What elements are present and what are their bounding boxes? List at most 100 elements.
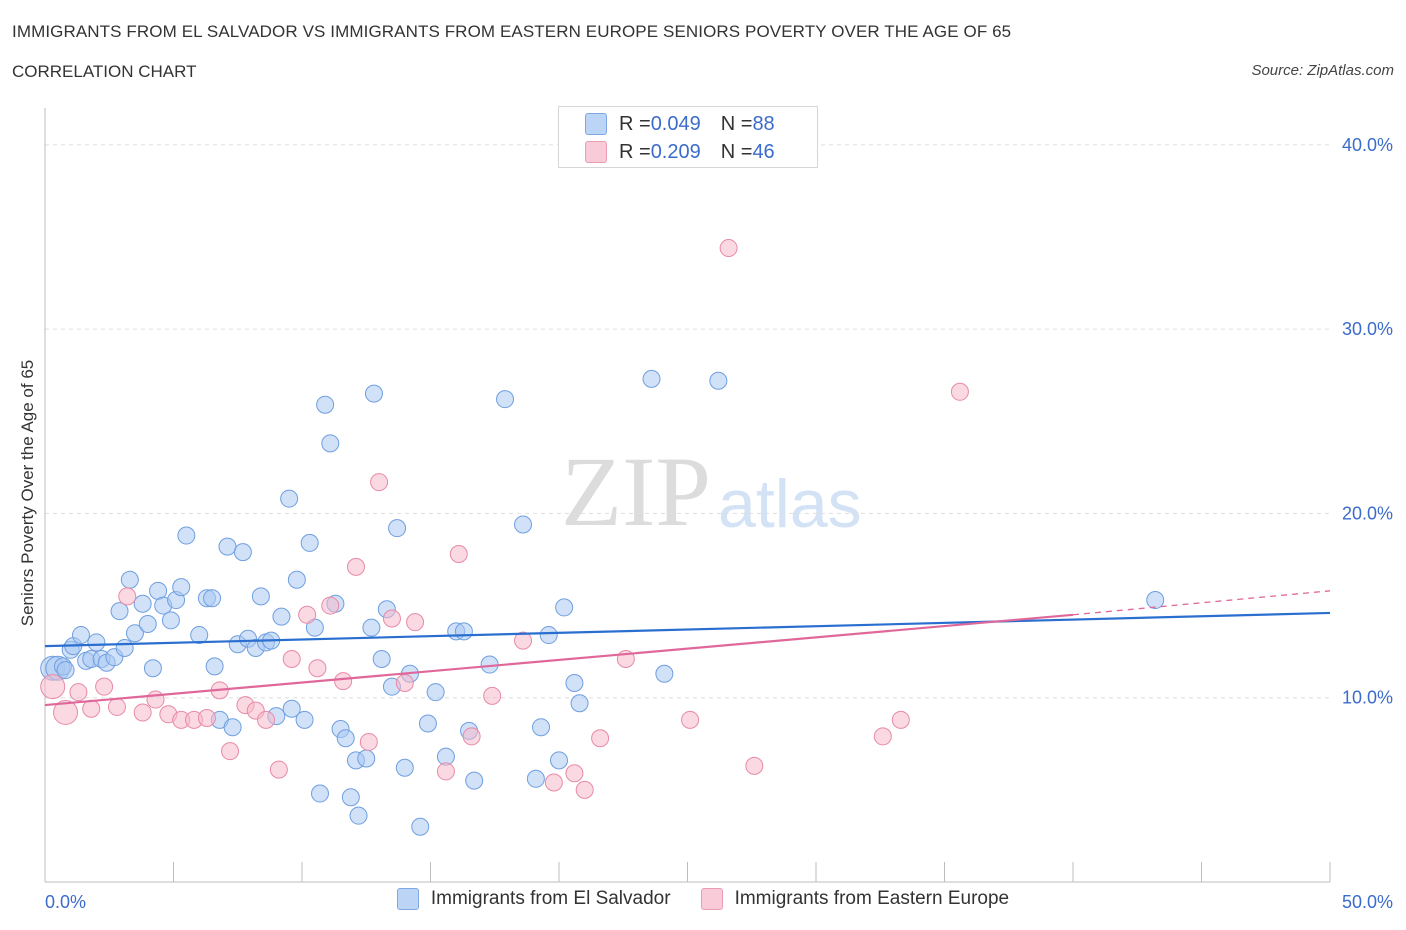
point-el-salvador <box>203 589 222 608</box>
n-label: N = <box>720 140 753 163</box>
point-el-salvador <box>251 587 270 606</box>
point-el-salvador <box>565 673 584 692</box>
point-eastern-europe <box>69 683 88 702</box>
point-eastern-europe <box>745 756 764 775</box>
point-el-salvador <box>539 626 558 645</box>
point-eastern-europe <box>544 773 563 792</box>
point-el-salvador <box>280 489 299 508</box>
n-value: 88 <box>752 112 775 135</box>
n-value: 46 <box>752 140 775 163</box>
point-el-salvador <box>426 683 445 702</box>
legend-item-eastern-europe: Immigrants from Eastern Europe <box>700 888 1010 910</box>
point-el-salvador <box>709 371 728 390</box>
point-eastern-europe <box>436 762 455 781</box>
trend-lines <box>44 590 1331 707</box>
point-eastern-europe <box>269 760 288 779</box>
point-el-salvador <box>223 718 242 737</box>
chart-subtitle: CORRELATION CHART <box>12 62 197 81</box>
point-eastern-europe <box>282 650 301 669</box>
chart-title: IMMIGRANTS FROM EL SALVADOR VS IMMIGRANT… <box>12 22 1012 41</box>
point-el-salvador <box>454 622 473 641</box>
point-eastern-europe <box>370 473 389 492</box>
point-eastern-europe <box>950 382 969 401</box>
point-eastern-europe <box>681 710 700 729</box>
point-el-salvador <box>642 369 661 388</box>
point-el-salvador <box>532 718 551 737</box>
point-eastern-europe <box>197 708 216 727</box>
point-el-salvador <box>1146 591 1165 610</box>
chart-legend: Immigrants from El Salvador Immigrants f… <box>0 888 1406 910</box>
point-el-salvador <box>526 769 545 788</box>
el-salvador-swatch <box>585 113 607 135</box>
tick-labels: 10.0% 20.0% 30.0% 40.0% 0.0% 50.0% <box>45 135 1393 912</box>
y-tick-label: 40.0% <box>1342 135 1393 155</box>
point-el-salvador <box>205 657 224 676</box>
source-credit: Source: ZipAtlas.com <box>1251 62 1394 79</box>
point-eastern-europe <box>40 674 66 700</box>
point-el-salvador <box>177 526 196 545</box>
point-eastern-europe <box>146 690 165 709</box>
trend-extension-eastern-europe <box>1072 590 1331 616</box>
watermark-atlas: atlas <box>718 466 862 542</box>
point-el-salvador <box>143 659 162 678</box>
y-tick-label: 20.0% <box>1342 503 1393 523</box>
point-el-salvador <box>190 626 209 645</box>
point-eastern-europe <box>406 613 425 632</box>
legend-swatch-eastern-europe <box>700 888 723 910</box>
point-el-salvador <box>362 618 381 637</box>
stats-row-eastern-europe: R = 0.209 N = 46 <box>585 138 775 166</box>
point-el-salvador <box>388 519 407 538</box>
point-eastern-europe <box>107 697 126 716</box>
point-el-salvador <box>300 533 319 552</box>
point-eastern-europe <box>321 596 340 615</box>
point-el-salvador <box>411 817 430 836</box>
point-el-salvador <box>71 626 90 645</box>
r-value: 0.049 <box>650 112 701 135</box>
point-el-salvador <box>514 515 533 534</box>
x-tick-label: 0.0% <box>45 892 86 912</box>
point-el-salvador <box>341 788 360 807</box>
point-eastern-europe <box>891 710 910 729</box>
point-eastern-europe <box>514 631 533 650</box>
point-el-salvador <box>316 395 335 414</box>
point-el-salvador <box>372 650 391 669</box>
data-points <box>40 239 1165 836</box>
point-eastern-europe <box>95 677 114 696</box>
point-eastern-europe <box>359 732 378 751</box>
watermark-zip: ZIP <box>561 436 711 547</box>
point-el-salvador <box>310 784 329 803</box>
stats-box: R = 0.049 N = 88 R = 0.209 N = 46 <box>558 106 818 168</box>
point-el-salvador <box>357 749 376 768</box>
axes <box>44 108 1331 883</box>
point-eastern-europe <box>462 727 481 746</box>
point-el-salvador <box>282 699 301 718</box>
point-el-salvador <box>218 537 237 556</box>
point-el-salvador <box>570 694 589 713</box>
point-eastern-europe <box>449 544 468 563</box>
point-el-salvador <box>364 384 383 403</box>
legend-label-eastern-europe: Immigrants from Eastern Europe <box>734 888 1010 909</box>
point-el-salvador <box>465 771 484 790</box>
r-label: R = <box>619 112 651 135</box>
point-el-salvador <box>321 434 340 453</box>
point-eastern-europe <box>118 587 137 606</box>
n-label: N = <box>720 112 753 135</box>
point-el-salvador <box>161 611 180 630</box>
point-eastern-europe <box>221 742 240 761</box>
x-tick-label: 50.0% <box>1342 892 1393 912</box>
r-value: 0.209 <box>650 140 701 163</box>
point-el-salvador <box>120 570 139 589</box>
y-tick-label: 30.0% <box>1342 319 1393 339</box>
point-el-salvador <box>336 729 355 748</box>
point-eastern-europe <box>565 764 584 783</box>
y-tick-label: 10.0% <box>1342 688 1393 708</box>
point-eastern-europe <box>575 780 594 799</box>
point-el-salvador <box>272 607 291 626</box>
point-eastern-europe <box>591 729 610 748</box>
point-el-salvador <box>87 633 106 652</box>
point-el-salvador <box>418 714 437 733</box>
trend-line-eastern-europe <box>44 613 1074 707</box>
r-label: R = <box>619 140 651 163</box>
eastern-europe-swatch <box>585 141 607 163</box>
